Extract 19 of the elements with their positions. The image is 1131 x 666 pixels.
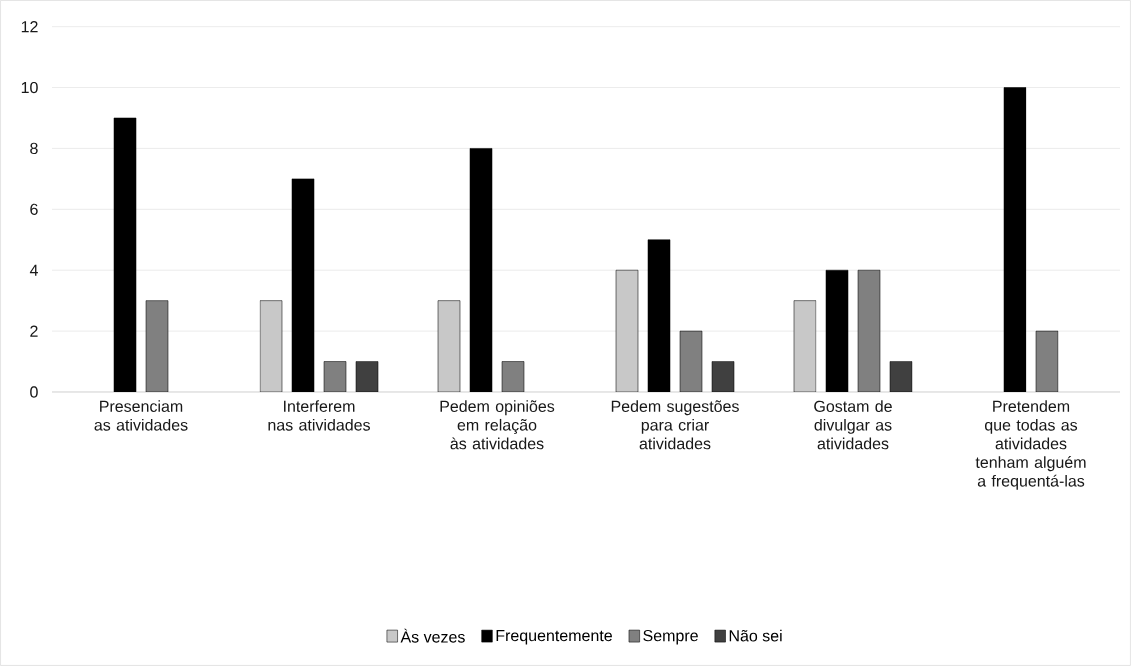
legend-label: Não sei — [729, 629, 782, 642]
x-tick-label: Presenciam as atividades — [94, 400, 188, 431]
y-tick-label: 8 — [30, 142, 38, 155]
bar — [145, 300, 169, 392]
x-tick-label: Pretendem que todas as atividades tenham alguém a frequentá-las — [975, 400, 1086, 490]
y-tick-label: 10 — [21, 81, 38, 94]
bar — [857, 269, 881, 392]
x-tick-label: Pedem sugestões para criar atividades — [611, 400, 739, 450]
legend-label: Sempre — [643, 629, 698, 645]
y-tick-label: 0 — [30, 386, 38, 398]
y-tick-label: 4 — [29, 264, 38, 276]
y-tick-label: 2 — [30, 325, 38, 337]
x-tick-label: Gostam de divulgar as atividades — [814, 400, 892, 450]
y-tick-label: 12 — [21, 21, 38, 33]
legend-label: Frequentemente — [496, 630, 612, 645]
x-tick-label: Interferem nas atividades — [268, 400, 370, 431]
legend-label: Às vezes — [400, 628, 465, 643]
y-tick-label: 6 — [30, 203, 38, 215]
x-tick-label: Pedem opiniões em relação às atividades — [440, 400, 555, 450]
